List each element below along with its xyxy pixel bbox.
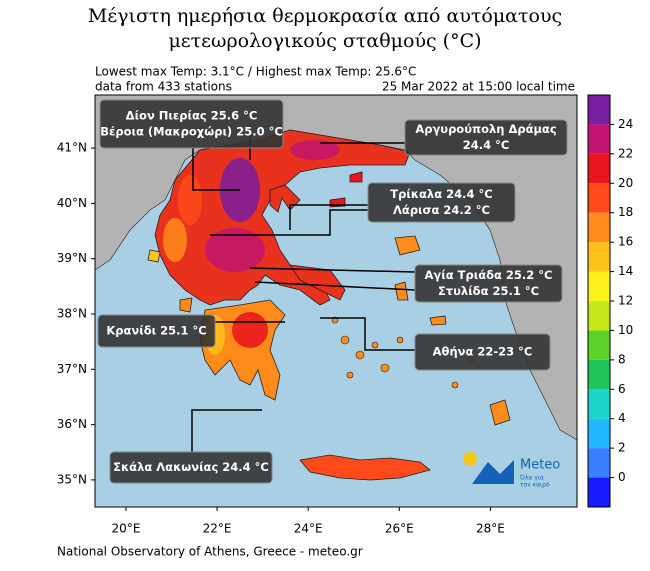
colorbar-segment — [588, 212, 610, 243]
lat-tick-label: 40°N — [57, 196, 87, 210]
logo-slogan: τον καιρό — [520, 482, 550, 489]
lon-tick-label: 26°E — [385, 522, 414, 536]
annotation-box — [414, 264, 563, 303]
annotation-text: 24.4 °C — [463, 138, 510, 152]
pointer — [254, 281, 416, 291]
colorbar-tick-label: 8 — [618, 352, 626, 366]
title: Μέγιστη ημερήσια θερμοκρασία από αυτόματ… — [88, 5, 562, 27]
annotation-text: Αθήνα 22-23 °C — [433, 345, 533, 359]
pointer — [191, 409, 262, 452]
info: 25 Mar 2022 at 15:00 local time — [382, 80, 575, 94]
colorbar-tick-label: 16 — [618, 235, 633, 249]
logo-name: Meteo — [520, 458, 560, 473]
annotation-box — [404, 119, 568, 156]
lon-tick-label: 20°E — [112, 522, 141, 536]
lon-tick-label: 28°E — [476, 522, 505, 536]
colorbar-segment — [588, 124, 610, 154]
info: Lowest max Temp: 3.1°C / Highest max Tem… — [95, 65, 416, 79]
colorbar-tick-label: 4 — [618, 411, 626, 425]
lon-tick-label: 24°E — [294, 522, 323, 536]
colorbar-segment — [588, 389, 610, 419]
colorbar-tick-label: 10 — [618, 323, 633, 337]
colorbar-tick-label: 22 — [618, 146, 633, 160]
title: μετεωρολογικούς σταθμούς (°C) — [168, 30, 481, 52]
lon-tick-label: 22°E — [203, 522, 232, 536]
logo-sun — [463, 452, 477, 466]
lat-tick-label: 37°N — [57, 362, 87, 376]
pointer — [289, 204, 368, 230]
pointer — [249, 267, 416, 273]
colorbar-tick-label: 20 — [618, 176, 633, 190]
lat-tick-label: 35°N — [57, 472, 87, 486]
annotation-text: Στυλίδα 25.1 °C — [438, 284, 539, 298]
colorbar-segment — [588, 448, 610, 478]
colorbar-segment — [588, 477, 610, 507]
pointer — [210, 209, 368, 236]
colorbar-segment — [588, 418, 610, 449]
annotation-text: Αγία Τριάδα 25.2 °C — [425, 268, 553, 282]
lat-tick-label: 36°N — [57, 417, 87, 431]
annotation-text: Λάρισα 24.2 °C — [393, 203, 490, 217]
info: data from 433 stations — [95, 80, 232, 94]
colorbar-tick-label: 18 — [618, 205, 633, 219]
logo-mark — [472, 460, 514, 484]
colorbar-segment — [588, 330, 610, 360]
colorbar-segment — [588, 183, 610, 213]
annotation-text: Βέροια (Μακροχώρι) 25.0 °C — [100, 125, 283, 139]
annotation-box — [414, 333, 551, 371]
footer: National Observatory of Athens, Greece -… — [57, 545, 363, 559]
colorbar-tick-label: 0 — [618, 470, 626, 484]
annotation-box — [367, 182, 516, 223]
colorbar-tick-label: 24 — [618, 117, 633, 131]
colorbar-tick-label: 12 — [618, 294, 633, 308]
map-frame — [94, 94, 578, 508]
logo: Meteo Όλα για τον καιρό — [463, 452, 560, 489]
colorbar-segment — [588, 153, 610, 184]
pointer — [320, 317, 415, 351]
lat-tick-label: 38°N — [57, 306, 87, 320]
colorbar-segment — [588, 271, 610, 301]
colorbar-segment — [588, 242, 610, 272]
colorbar-tick-label: 14 — [618, 264, 633, 278]
pointer — [192, 148, 240, 191]
colorbar-tick-label: 6 — [618, 382, 626, 396]
colorbar-segment — [588, 95, 610, 125]
annotation-text: Αργυρούπολη Δράμας — [415, 122, 556, 136]
annotation-text: Κρανίδι 25.1 °C — [106, 324, 206, 338]
annotation-box — [99, 99, 284, 149]
annotation-box — [97, 314, 216, 348]
colorbar-segment — [588, 301, 610, 331]
colorbar-segment — [588, 359, 610, 390]
annotation-text: Δίον Πιερίας 25.6 °C — [126, 109, 258, 123]
lat-tick-label: 41°N — [57, 141, 87, 155]
logo-slogan: Όλα για — [519, 475, 544, 482]
annotation-box — [109, 451, 273, 484]
annotation-text: Τρίκαλα 24.4 °C — [390, 187, 492, 201]
lat-tick-label: 39°N — [57, 251, 87, 265]
annotation-text: Σκάλα Λακωνίας 24.4 °C — [113, 460, 269, 474]
colorbar-tick-label: 2 — [618, 441, 626, 455]
